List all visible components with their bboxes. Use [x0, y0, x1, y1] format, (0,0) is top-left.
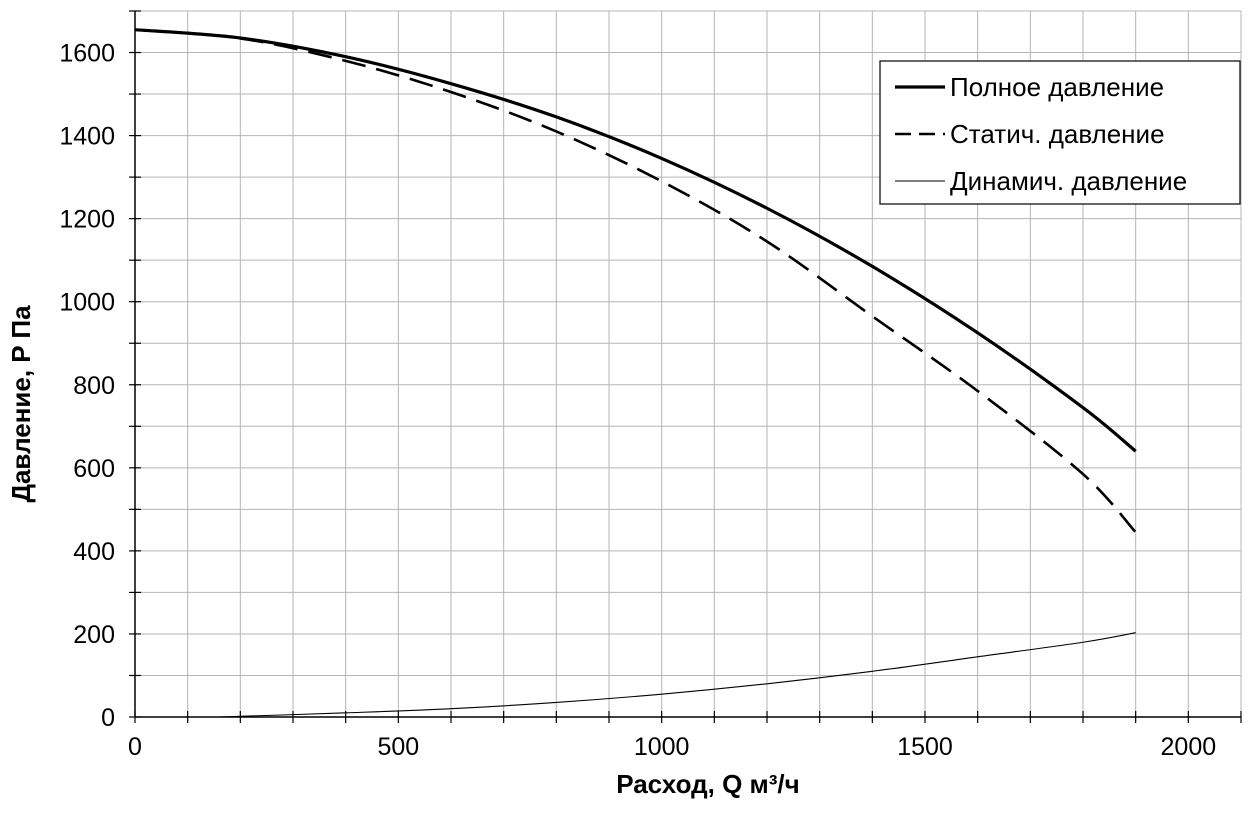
x-tick-label: 1000: [634, 733, 690, 761]
x-tick-label: 1500: [897, 733, 953, 761]
y-tick-label: 1000: [59, 289, 115, 317]
y-tick-label: 400: [73, 538, 115, 566]
y-tick-label: 800: [73, 372, 115, 400]
series-layer: [134, 28, 1137, 718]
y-tick-label: 1400: [59, 123, 115, 151]
y-tick-label: 0: [101, 704, 115, 732]
legend-label-3: Динамич. давление: [950, 166, 1187, 196]
series-line-3: [219, 632, 1136, 718]
x-tick-label: 2000: [1161, 733, 1217, 761]
series-line-2: [134, 28, 1137, 534]
y-tick-label: 200: [73, 621, 115, 649]
series-line-1: [134, 28, 1137, 453]
y-tick-label: 1600: [59, 40, 115, 68]
x-tick-label: 500: [377, 733, 419, 761]
x-axis-title: Расход, Q м³/ч: [616, 769, 800, 799]
y-tick-label: 600: [73, 455, 115, 483]
x-tick-label: 0: [128, 733, 142, 761]
axes: 0 500 1000 1500 2000 0 200 400 600 800 1000 1200 140…: [59, 10, 1242, 761]
legend-box: [879, 60, 1241, 205]
y-axis-title: Давление, P Па: [6, 305, 36, 503]
y-tick-label: 1200: [59, 206, 115, 234]
legend: Полное давление Статич. давление Динамич. …: [879, 60, 1241, 205]
legend-label-1: Полное давление: [950, 72, 1164, 102]
legend-label-2: Статич. давление: [950, 119, 1165, 149]
